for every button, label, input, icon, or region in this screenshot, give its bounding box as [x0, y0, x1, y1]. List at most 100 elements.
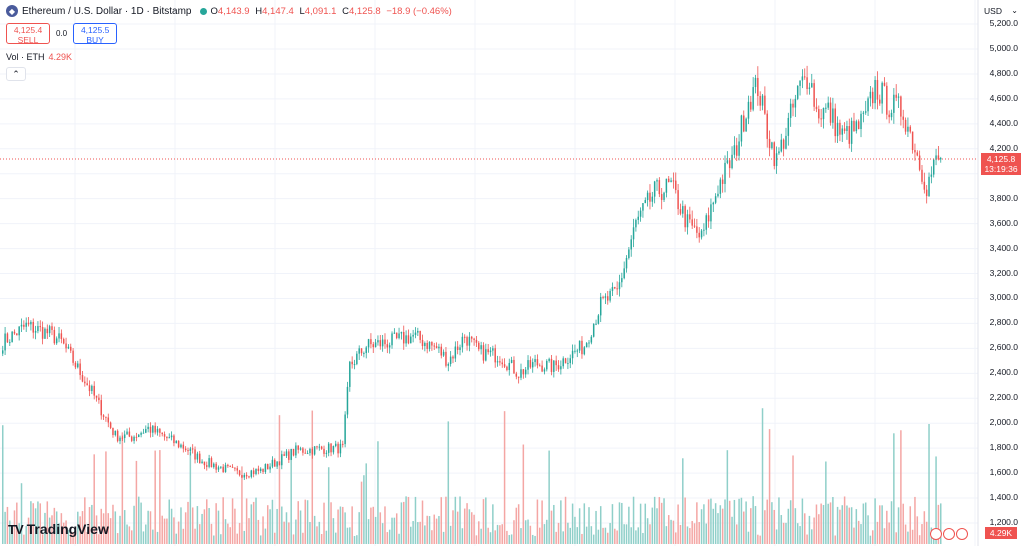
candle-body: [909, 126, 912, 132]
candle-body: [794, 98, 797, 108]
volume-bar: [644, 503, 647, 544]
volume-bar: [252, 501, 255, 544]
volume-bar: [23, 534, 25, 544]
volume-legend[interactable]: Vol · ETH 4.29K: [6, 52, 72, 62]
candle-body: [508, 362, 511, 371]
volume-bar: [916, 516, 919, 544]
volume-bar: [553, 504, 555, 544]
volume-bar: [130, 530, 133, 544]
candle-body: [32, 321, 34, 333]
candle-body: [67, 346, 70, 349]
volume-bar: [224, 519, 227, 544]
candle-body: [815, 106, 818, 110]
tradingview-logo-icon: TV: [8, 521, 24, 537]
volume-bar: [37, 501, 39, 544]
candle-body: [595, 323, 597, 325]
candle-body: [679, 209, 682, 214]
candle-body: [848, 126, 851, 144]
candle-body: [717, 193, 719, 197]
chart-grid: [0, 0, 978, 546]
candle-body: [334, 443, 337, 447]
candle-body: [705, 215, 707, 230]
volume-bar: [414, 496, 417, 544]
volume-bar: [492, 504, 494, 544]
candle-body: [546, 360, 548, 370]
volume-bar: [541, 500, 543, 544]
candle-body: [710, 204, 712, 222]
price-axis-label: 3,800.0: [989, 192, 1018, 203]
candle-body: [576, 350, 579, 352]
candle-body: [871, 91, 874, 104]
volume-bar: [191, 507, 194, 544]
us-flag-icon[interactable]: [943, 528, 955, 540]
volume-bar: [449, 525, 452, 544]
us-flag-icon[interactable]: [930, 528, 942, 540]
collapse-legend-button[interactable]: ⌃: [6, 67, 26, 81]
volume-bar: [808, 515, 811, 544]
volume-bar: [281, 506, 283, 544]
price-axis-label: 5,200.0: [989, 18, 1018, 29]
volume-bar: [571, 503, 574, 544]
volume-bar: [642, 532, 644, 544]
candle-body: [515, 373, 518, 377]
candle-body: [452, 356, 454, 359]
volume-bar: [850, 507, 853, 544]
volume-bar: [86, 531, 88, 544]
volume-bar: [485, 497, 487, 544]
candle-body: [691, 219, 693, 226]
candle-body: [79, 363, 81, 376]
volume-bar: [388, 529, 391, 544]
candle-body: [292, 448, 295, 456]
volume-bar: [299, 510, 302, 544]
volume-bar: [213, 535, 215, 544]
buy-button[interactable]: 4,125.5 BUY: [73, 23, 118, 45]
volume-bar: [435, 518, 438, 544]
tradingview-logo[interactable]: TV TradingView: [8, 521, 109, 537]
volume-bar: [564, 496, 567, 544]
volume-bar: [452, 510, 454, 544]
candle-body: [74, 362, 77, 368]
volume-bar: [576, 527, 579, 544]
candle-body: [658, 180, 661, 195]
volume-bar: [785, 522, 787, 544]
chevron-down-icon[interactable]: ⌄: [1011, 6, 1018, 15]
volume-bar: [822, 504, 825, 544]
candle-body: [876, 79, 879, 100]
candle-body: [459, 347, 461, 350]
candle-body: [123, 434, 126, 439]
symbol-title[interactable]: Ethereum / U.S. Dollar · 1D · Bitstamp: [22, 5, 192, 17]
volume-bar: [839, 509, 841, 544]
volume-bar: [632, 496, 635, 544]
candle-body: [142, 432, 145, 434]
volume-bar: [895, 532, 897, 544]
event-markers: [930, 528, 968, 540]
candle-body: [616, 288, 618, 290]
price-axis-label: 1,600.0: [989, 467, 1018, 478]
candle-body: [222, 466, 224, 473]
volume-bar: [227, 523, 229, 544]
candle-body: [803, 76, 806, 78]
volume-bar: [853, 527, 855, 544]
candle-body: [623, 268, 625, 279]
volume-bar: [72, 532, 74, 544]
candle-body: [536, 359, 539, 366]
candle-body: [682, 206, 684, 214]
high-value: 4,147.4: [262, 5, 294, 17]
volume-bar: [88, 507, 91, 544]
candle-body: [128, 431, 131, 437]
us-flag-icon[interactable]: [956, 528, 968, 540]
volume-bar: [590, 526, 593, 544]
candle-body: [534, 359, 536, 363]
volume-bar: [292, 534, 295, 544]
volume-bar: [266, 505, 269, 544]
candle-body: [133, 436, 135, 441]
buy-price: 4,125.5: [80, 25, 110, 35]
low-value: 4,091.1: [304, 5, 337, 17]
sell-button[interactable]: 4,125.4 SELL: [6, 23, 50, 45]
volume-bar: [735, 524, 738, 544]
candle-body: [161, 432, 163, 435]
volume-tag: 4.29K: [985, 527, 1017, 539]
currency-selector[interactable]: USD: [984, 6, 1002, 16]
volume-bar: [379, 512, 382, 544]
